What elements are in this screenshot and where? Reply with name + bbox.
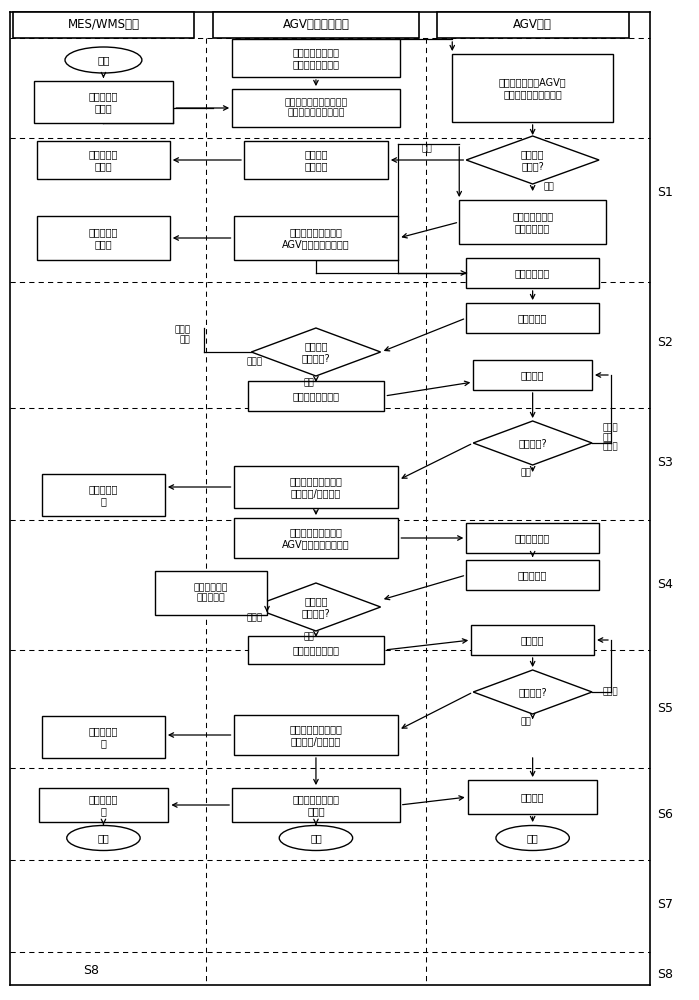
Text: 作业完成: 作业完成 [521,792,545,802]
Text: S5: S5 [657,702,673,714]
Text: MES/WMS系统: MES/WMS系统 [67,18,140,31]
Text: 结束: 结束 [98,833,109,843]
FancyBboxPatch shape [436,12,629,38]
Text: 卸货完成?: 卸货完成? [519,687,547,697]
FancyBboxPatch shape [473,360,592,390]
Text: 允许: 允许 [303,633,315,642]
FancyBboxPatch shape [466,523,599,553]
Text: 开始: 开始 [97,55,110,65]
FancyBboxPatch shape [13,12,194,38]
Text: 不允许: 不允许 [246,613,262,622]
Text: 进行取货完成确认、
库存销账/记账处理: 进行取货完成确认、 库存销账/记账处理 [289,476,343,498]
Text: 临时卸货点或
停止并报警: 临时卸货点或 停止并报警 [194,583,229,603]
Text: S8: S8 [83,964,99,976]
Polygon shape [252,328,380,376]
FancyBboxPatch shape [468,780,597,814]
Text: S4: S4 [657,578,673,591]
FancyBboxPatch shape [232,788,400,822]
Text: AGV小车: AGV小车 [513,18,552,31]
Ellipse shape [496,826,570,850]
Text: 或取消
取货: 或取消 取货 [174,325,190,345]
Text: 根据作业产生时间、优先
级等条件下发作业指令: 根据作业产生时间、优先 级等条件下发作业指令 [284,98,347,118]
Text: 反馈执行正
确结果: 反馈执行正 确结果 [89,227,118,249]
Text: 向卸货点运行: 向卸货点运行 [515,533,550,543]
Text: 产生物料需
求信息: 产生物料需 求信息 [89,91,118,113]
FancyBboxPatch shape [212,12,419,38]
FancyBboxPatch shape [34,81,173,123]
Text: 取货完成?: 取货完成? [519,438,547,448]
Ellipse shape [65,47,142,73]
Text: 正确: 正确 [543,182,554,192]
Text: 判断是否
允许卸货?: 判断是否 允许卸货? [302,596,330,618]
Text: 最近符合条件的AGV小
车去执行搬运作业指令: 最近符合条件的AGV小 车去执行搬运作业指令 [499,77,566,99]
Text: 或取消
取货: 或取消 取货 [603,423,619,443]
Text: 发送取货允许报文: 发送取货允许报文 [292,391,340,401]
Text: 完成: 完成 [520,468,531,478]
Text: S2: S2 [657,336,673,349]
Text: S3: S3 [657,456,673,468]
Text: 反馈卸货完
成: 反馈卸货完 成 [89,726,118,748]
Text: 向取货点运行: 向取货点运行 [515,268,550,278]
Text: 根据特定工艺条件
产生调度作业指令: 根据特定工艺条件 产生调度作业指令 [292,47,340,69]
FancyBboxPatch shape [232,39,400,77]
FancyBboxPatch shape [471,625,593,655]
Polygon shape [473,421,592,465]
Text: 判断是否
允许取货?: 判断是否 允许取货? [302,341,330,363]
FancyBboxPatch shape [233,216,398,260]
Text: 回应确认报文，调度
AGV小车向卸货点运行: 回应确认报文，调度 AGV小车向卸货点运行 [282,527,350,549]
Text: 反馈执行错
误结果: 反馈执行错 误结果 [89,149,118,171]
FancyBboxPatch shape [42,474,165,516]
FancyBboxPatch shape [459,200,606,244]
Text: S8: S8 [657,968,673,982]
Text: 未完成: 未完成 [603,442,619,452]
FancyBboxPatch shape [245,141,387,179]
Text: 反馈取货完
成: 反馈取货完 成 [89,484,118,506]
Text: 完成: 完成 [520,718,531,726]
FancyBboxPatch shape [466,560,599,590]
Text: 向调度系统发送
验证正确报文: 向调度系统发送 验证正确报文 [512,211,553,233]
Text: 指令正确
性验证?: 指令正确 性验证? [521,149,545,171]
FancyBboxPatch shape [233,466,398,508]
Text: 未完成: 未完成 [603,688,619,696]
FancyBboxPatch shape [38,788,168,822]
FancyBboxPatch shape [233,518,398,558]
Ellipse shape [280,826,353,850]
Text: 到达卸货点: 到达卸货点 [518,570,547,580]
FancyBboxPatch shape [248,381,384,411]
FancyBboxPatch shape [37,141,170,179]
Text: 作业完成，进行归
档处理: 作业完成，进行归 档处理 [292,794,340,816]
FancyBboxPatch shape [155,571,267,615]
Text: 结束: 结束 [310,833,322,843]
Text: S7: S7 [657,898,673,912]
Text: S1: S1 [657,186,673,198]
Text: 到达取货点: 到达取货点 [518,313,547,323]
FancyBboxPatch shape [233,715,398,755]
Text: 允许: 允许 [303,378,315,387]
FancyBboxPatch shape [42,716,165,758]
FancyBboxPatch shape [248,636,384,664]
Text: 进行卸货完成确认、
库存销账/记账处理: 进行卸货完成确认、 库存销账/记账处理 [289,724,343,746]
Text: S6: S6 [657,808,673,822]
FancyBboxPatch shape [232,89,400,127]
Polygon shape [252,583,380,631]
Text: 结束: 结束 [527,833,538,843]
Text: 进行卸货: 进行卸货 [521,635,545,645]
FancyBboxPatch shape [37,216,170,260]
Text: 不允许: 不允许 [246,358,262,366]
Ellipse shape [67,826,140,850]
Text: 反馈作业完
成: 反馈作业完 成 [89,794,118,816]
Polygon shape [473,670,592,714]
Polygon shape [466,136,599,184]
FancyBboxPatch shape [466,303,599,333]
FancyBboxPatch shape [452,54,613,122]
Text: 回应确认报文，调度
AGV小车向取货点运行: 回应确认报文，调度 AGV小车向取货点运行 [282,227,350,249]
Text: 下发取消
当前作业: 下发取消 当前作业 [304,149,328,171]
Text: 错误: 错误 [421,144,433,153]
Text: 进行取货: 进行取货 [521,370,545,380]
Text: AGV小车调度系统: AGV小车调度系统 [282,18,350,31]
Text: 发送卸货允许报文: 发送卸货允许报文 [292,645,340,655]
FancyBboxPatch shape [466,258,599,288]
